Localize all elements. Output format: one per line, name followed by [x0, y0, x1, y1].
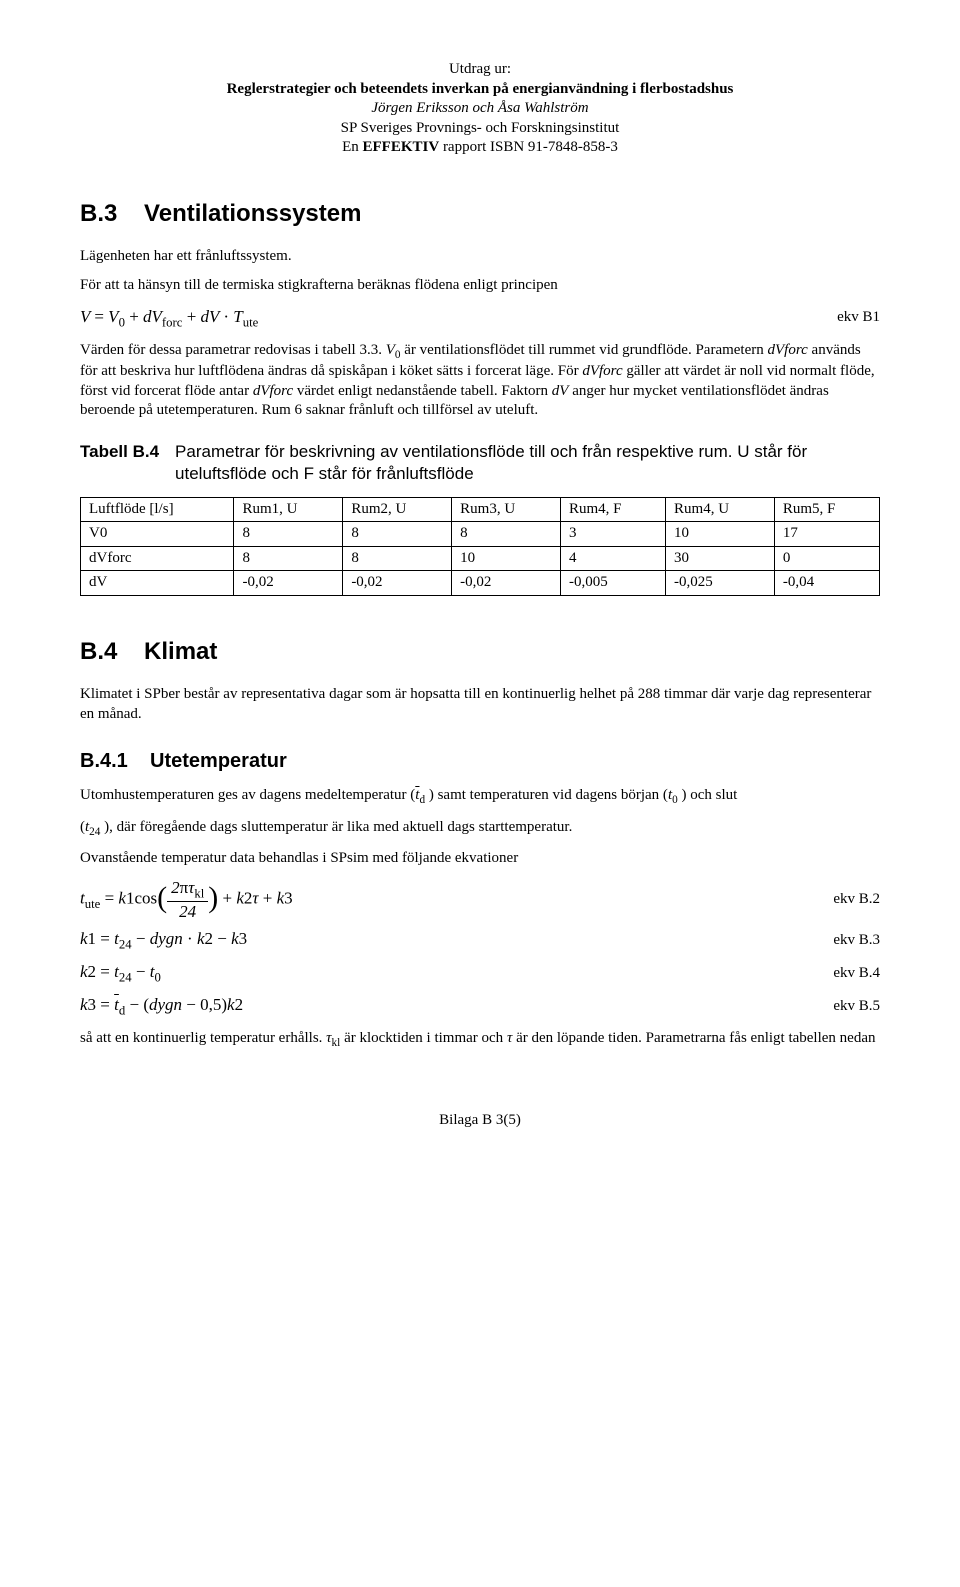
- section-b41-heading: B.4.1 Utetemperatur: [80, 748, 880, 774]
- table-row: dVforc 8 8 10 4 30 0: [81, 546, 880, 571]
- header-line-2: Reglerstrategier och beteendets inverkan…: [80, 80, 880, 100]
- table-row: Luftflöde [l/s] Rum1, U Rum2, U Rum3, U …: [81, 497, 880, 522]
- header-line-1: Utdrag ur:: [80, 60, 880, 80]
- b41-para-4: så att en kontinuerlig temperatur erhåll…: [80, 1029, 880, 1051]
- b41-para-3: Ovanstående temperatur data behandlas i …: [80, 849, 880, 869]
- header-line-4: SP Sveriges Provnings- och Forskningsins…: [80, 119, 880, 139]
- header-line-3: Jörgen Eriksson och Åsa Wahlström: [80, 99, 880, 119]
- b3-para-1: Lägenheten har ett frånluftssystem.: [80, 247, 880, 267]
- page-footer: Bilaga B 3(5): [80, 1111, 880, 1131]
- equation-b2-label: ekv B.2: [833, 890, 880, 910]
- table-b4-caption: Tabell B.4 Parametrar för beskrivning av…: [80, 441, 880, 485]
- equation-b4-expr: k2 = t24 − t0: [80, 961, 161, 986]
- b3-para-2: För att ta hänsyn till de termiska stigk…: [80, 276, 880, 296]
- table-header: Rum4, U: [666, 497, 775, 522]
- equation-b4-label: ekv B.4: [833, 964, 880, 984]
- section-b3-heading: B.3 Ventilationssystem: [80, 198, 880, 229]
- equation-b5-label: ekv B.5: [833, 997, 880, 1017]
- section-b4-heading: B.4 Klimat: [80, 636, 880, 667]
- table-header: Rum2, U: [343, 497, 452, 522]
- table-row: dV -0,02 -0,02 -0,02 -0,005 -0,025 -0,04: [81, 571, 880, 596]
- equation-b3-label: ekv B.3: [833, 931, 880, 951]
- equation-b1: V = V0 + dVforc + dV · Tute ekv B1: [80, 306, 880, 331]
- equation-b4: k2 = t24 − t0 ekv B.4: [80, 961, 880, 986]
- table-header: Rum3, U: [452, 497, 561, 522]
- b41-para-1: Utomhustemperaturen ges av dagens medelt…: [80, 786, 880, 808]
- b41-para-2: (t24 ), där föregående dags sluttemperat…: [80, 818, 880, 840]
- doc-header: Utdrag ur: Reglerstrategier och beteende…: [80, 60, 880, 158]
- equation-b2: tute = k1cos(2πτkl24) + k2τ + k3 ekv B.2: [80, 879, 880, 920]
- table-row: V0 8 8 8 3 10 17: [81, 522, 880, 547]
- equation-b1-expr: V = V0 + dVforc + dV · Tute: [80, 306, 258, 331]
- equation-b3: k1 = t24 − dygn · k2 − k3 ekv B.3: [80, 928, 880, 953]
- header-line-5: En EFFEKTIV rapport ISBN 91-7848-858-3: [80, 138, 880, 158]
- b4-para-1: Klimatet i SPber består av representativ…: [80, 685, 880, 724]
- table-header: Rum5, F: [774, 497, 879, 522]
- equation-b3-expr: k1 = t24 − dygn · k2 − k3: [80, 928, 247, 953]
- b3-para-3: Värden för dessa parametrar redovisas i …: [80, 341, 880, 421]
- equation-b1-label: ekv B1: [837, 308, 880, 328]
- table-header: Luftflöde [l/s]: [81, 497, 234, 522]
- equation-b5-expr: k3 = td − (dygn − 0,5)k2: [80, 994, 243, 1019]
- equation-b5: k3 = td − (dygn − 0,5)k2 ekv B.5: [80, 994, 880, 1019]
- equation-b2-expr: tute = k1cos(2πτkl24) + k2τ + k3: [80, 879, 293, 920]
- table-header: Rum1, U: [234, 497, 343, 522]
- table-header: Rum4, F: [560, 497, 665, 522]
- table-b4: Luftflöde [l/s] Rum1, U Rum2, U Rum3, U …: [80, 497, 880, 596]
